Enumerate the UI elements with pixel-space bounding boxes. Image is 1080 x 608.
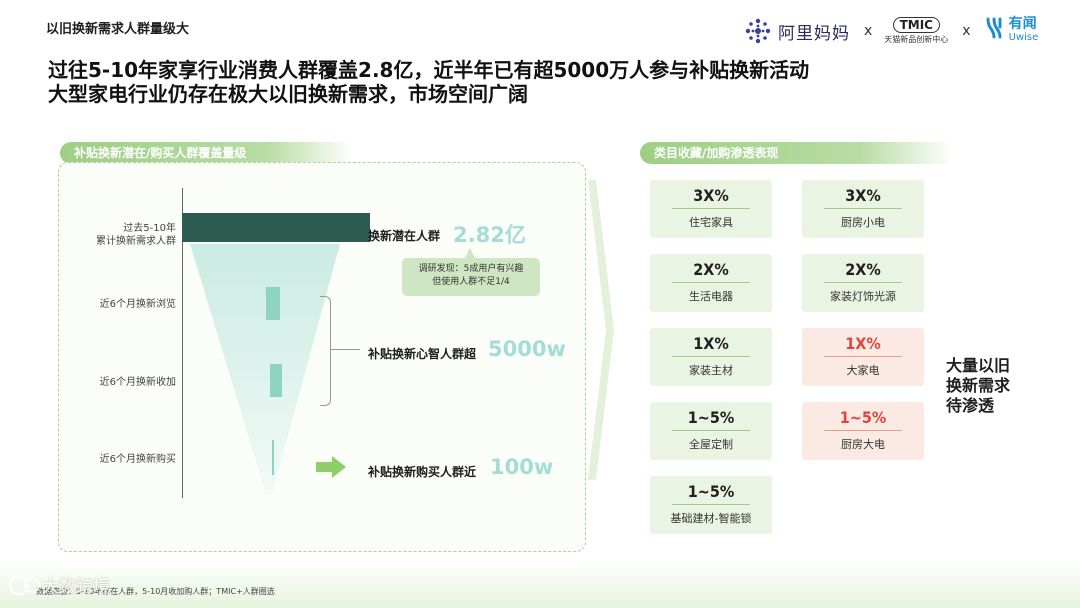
watermark-logo-icon (9, 574, 40, 595)
bracket (320, 296, 331, 406)
card-label: 厨房小电 (841, 216, 885, 229)
uwise-wave-icon (985, 15, 1007, 47)
card-label: 住宅家具 (689, 216, 733, 229)
uwise-logo-cn: 有闻 (1008, 16, 1037, 32)
right-section-pill: 类目收藏/加购渗透表现 (640, 142, 954, 164)
alimama-logo-icon (744, 17, 772, 45)
funnel-shape (190, 244, 340, 494)
row-label-purchase: 近6个月换新购买 (99, 454, 176, 465)
card-label: 全屋定制 (689, 438, 733, 451)
funnel-axis (182, 188, 183, 498)
page-title: 以旧换新需求人群量级大 (46, 22, 190, 37)
mind-number: 5000w (488, 337, 566, 361)
row-label-cart: 近6个月换新收加 (99, 377, 176, 388)
category-card-highlight: 1~5% 厨房大电 (802, 402, 924, 460)
logo-separator: x (864, 23, 873, 39)
penetration-callout: 大量以旧 换新需求 待渗透 (946, 356, 1011, 415)
card-value: 1X% (845, 334, 881, 353)
card-value: 2X% (845, 260, 881, 279)
category-card: 3X% 厨房小电 (802, 180, 924, 238)
category-card: 1X% 家装主材 (650, 328, 772, 386)
row-label-browse: 近6个月换新浏览 (99, 299, 176, 310)
category-card: 3X% 住宅家具 (650, 180, 772, 238)
bracket-connector (330, 349, 360, 350)
left-section-pill: 补贴换新潜在/购买人群覆盖量级 (60, 142, 354, 164)
card-label: 厨房大电 (841, 438, 885, 451)
category-card-highlight: 1X% 大家电 (802, 328, 924, 386)
category-card: 2X% 家装灯饰光源 (802, 254, 924, 312)
potential-number: 2.82亿 (453, 223, 526, 247)
potential-label: 换新潜在人群 (368, 229, 441, 243)
footer-band (0, 560, 1080, 608)
card-label: 生活电器 (689, 290, 733, 303)
card-value: 3X% (693, 186, 729, 205)
buy-number: 100w (490, 455, 554, 479)
category-card: 1~5% 全屋定制 (650, 402, 772, 460)
note-pointer (464, 248, 476, 260)
card-value: 3X% (845, 186, 881, 205)
logo-separator: x (962, 23, 971, 39)
watermark: 大数跨境 (8, 572, 110, 597)
potential-bar (182, 213, 370, 242)
alimama-logo-text: 阿里妈妈 (778, 23, 850, 44)
survey-note: 调研发现：5成用户有兴趣 但使用人群不足1/4 (402, 258, 540, 296)
uwise-logo: 有闻 Uwise (985, 15, 1039, 47)
headline-line-1: 过往5-10年家享行业消费人群覆盖2.8亿，近半年已有超5000万人参与补贴换新… (48, 58, 810, 82)
headline-line-2: 大型家电行业仍存在极大以旧换新需求，市场空间广阔 (48, 82, 528, 106)
category-card: 1~5% 基础建材-智能锁 (650, 476, 772, 534)
uwise-logo-en: Uwise (1008, 32, 1039, 43)
cart-bar (270, 364, 282, 397)
card-value: 1~5% (687, 482, 735, 501)
card-label: 家装灯饰光源 (830, 290, 896, 303)
tmic-logo-subtitle: 天猫新品创新中心 (884, 35, 949, 44)
card-label: 大家电 (846, 364, 880, 377)
card-label: 基础建材-智能锁 (670, 512, 752, 525)
browse-bar (266, 287, 280, 320)
purchase-bar (272, 440, 274, 475)
right-arrow-icon (316, 456, 346, 478)
card-value: 1~5% (839, 408, 887, 427)
card-value: 2X% (693, 260, 729, 279)
category-card: 2X% 生活电器 (650, 254, 772, 312)
row-label-history: 过去5-10年 累计换新需求人群 (96, 223, 176, 247)
card-value: 1X% (693, 334, 729, 353)
partner-logos: 阿里妈妈 x TMIC 天猫新品创新中心 x 有闻 Uwise (744, 14, 1038, 48)
chevron-right-icon (588, 180, 614, 480)
watermark-text: 大数跨境 (42, 577, 110, 597)
buy-label: 补贴换新购买人群近 (368, 465, 477, 479)
card-value: 1~5% (687, 408, 735, 427)
data-source-note: 数据来源：5-10年存在人群，5-10月收加购人群；TMIC+人群圈选 (36, 587, 275, 596)
tmic-logo-text: TMIC (892, 17, 940, 33)
mind-label: 补贴换新心智人群超 (368, 347, 477, 361)
card-label: 家装主材 (689, 364, 733, 377)
tmic-logo: TMIC 天猫新品创新中心 (884, 17, 948, 45)
headline: 过往5-10年家享行业消费人群覆盖2.8亿，近半年已有超5000万人参与补贴换新… (48, 58, 809, 106)
